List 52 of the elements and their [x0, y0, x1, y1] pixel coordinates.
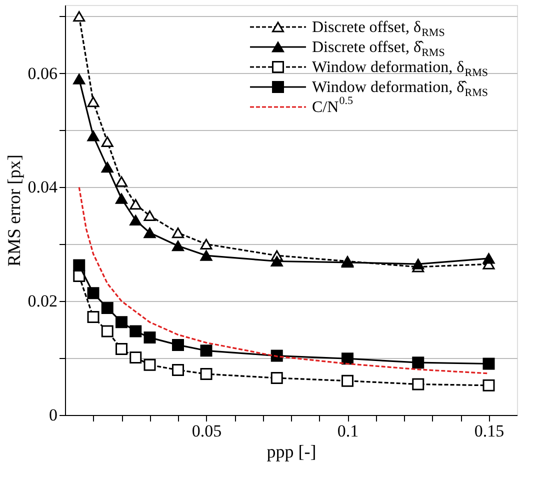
point: [172, 364, 184, 376]
point: [87, 311, 100, 324]
point: [130, 351, 142, 364]
point: [200, 344, 212, 357]
point: [116, 176, 128, 187]
point: [116, 316, 128, 328]
y-tick-label: 0.02: [28, 292, 58, 311]
y-tick-label: 0.06: [28, 64, 58, 83]
x-tick-label: 0.05: [192, 422, 222, 440]
y-tick-label: 0.04: [28, 178, 58, 197]
point: [73, 11, 86, 22]
point: [144, 358, 156, 371]
point: [270, 350, 283, 362]
point: [482, 379, 495, 392]
point: [73, 74, 86, 84]
point: [200, 250, 212, 261]
point: [101, 302, 114, 314]
point: [116, 193, 128, 204]
point: [412, 356, 424, 369]
y-tick-label: 0: [49, 406, 58, 424]
point: [101, 162, 114, 173]
point: [412, 378, 424, 390]
point: [130, 214, 142, 226]
point: [200, 368, 212, 380]
x-tick-label: 0.15: [474, 422, 504, 440]
x-tick-label: 0.1: [337, 422, 359, 440]
point: [130, 199, 142, 210]
point: [172, 338, 184, 351]
point: [87, 96, 100, 108]
point: [87, 130, 100, 142]
point: [87, 287, 100, 300]
point: [101, 136, 114, 147]
point: [482, 253, 495, 264]
point: [101, 325, 114, 338]
point: [482, 358, 495, 370]
point: [144, 210, 156, 221]
point: [73, 259, 86, 272]
point: [116, 342, 128, 355]
point: [172, 227, 184, 238]
point: [172, 240, 184, 252]
point: [342, 352, 354, 365]
point: [130, 325, 142, 338]
line-series: [78, 186, 490, 374]
point: [342, 374, 354, 387]
point: [144, 227, 156, 238]
point: [270, 256, 283, 267]
point: [412, 258, 424, 270]
y-axis-title: RMS error [px]: [4, 154, 24, 266]
point: [270, 372, 283, 384]
x-axis-title: ppp [-]: [266, 442, 316, 462]
point: [144, 332, 156, 344]
point: [200, 238, 212, 250]
